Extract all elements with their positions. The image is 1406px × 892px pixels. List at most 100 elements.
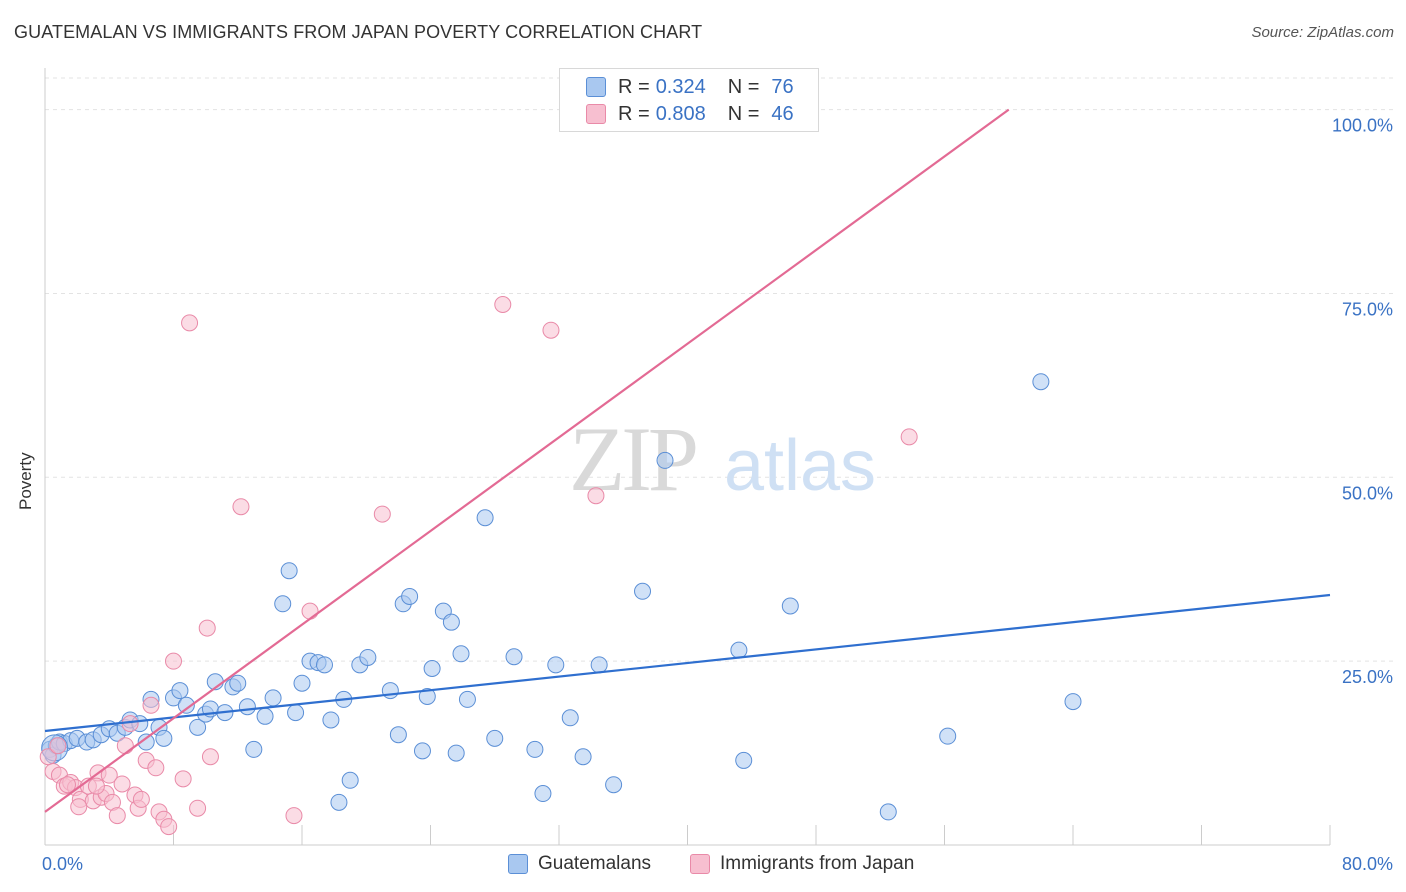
- bottom-legend-label: Immigrants from Japan: [720, 853, 915, 874]
- point-japan-16: [116, 737, 134, 755]
- point-japan-35: [301, 602, 319, 620]
- point-guatemalans-31: [256, 707, 274, 725]
- trend-line-japan: [44, 108, 1010, 813]
- bottom-legend-japan: Immigrants from Japan: [690, 852, 914, 876]
- chart-title: GUATEMALAN VS IMMIGRANTS FROM JAPAN POVE…: [14, 22, 703, 42]
- source-label: Source: ZipAtlas.com: [1251, 24, 1394, 41]
- point-japan-31: [198, 619, 216, 637]
- point-guatemalans-55: [447, 744, 465, 762]
- legend-swatch-blue: [586, 77, 606, 97]
- y-tick-label: 100.0%: [1332, 116, 1393, 136]
- point-japan-12: [100, 766, 118, 784]
- point-guatemalans-73: [879, 803, 897, 821]
- point-guatemalans-76: [1064, 693, 1082, 711]
- point-japan-44: [87, 777, 105, 795]
- legend-row-guatemalans: R = 0.324 N = 76: [586, 75, 794, 99]
- point-japan-23: [147, 759, 165, 777]
- legend-n-label: N =: [727, 75, 760, 98]
- point-guatemalans-60: [505, 648, 523, 666]
- point-guatemalans-32: [264, 689, 282, 707]
- point-guatemalans-44: [359, 648, 377, 666]
- point-japan-39: [587, 487, 605, 505]
- y-tick-label: 25.0%: [1342, 667, 1393, 687]
- y-axis-label: Poverty: [16, 452, 35, 510]
- point-guatemalans-50: [413, 742, 431, 760]
- point-guatemalans-70: [730, 641, 748, 659]
- point-guatemalans-51: [418, 687, 436, 705]
- correlation-legend: R = 0.324 N = 76 R = 0.808 N = 46: [559, 68, 819, 132]
- point-guatemalans-74: [939, 727, 957, 745]
- legend-r-value: 0.808: [655, 102, 706, 125]
- point-japan-38: [542, 321, 560, 339]
- point-guatemalans-68: [634, 582, 652, 600]
- point-japan-14: [108, 807, 126, 825]
- y-tick-label: 50.0%: [1342, 483, 1393, 503]
- bottom-legend-label: Guatemalans: [538, 853, 652, 874]
- legend-swatch-pink: [586, 104, 606, 124]
- point-japan-36: [373, 505, 391, 523]
- point-japan-32: [201, 748, 219, 766]
- point-guatemalans-42: [341, 771, 359, 789]
- legend-r-label: R =: [618, 102, 650, 125]
- point-japan-27: [165, 652, 182, 670]
- point-guatemalans-66: [590, 656, 608, 674]
- point-japan-20: [132, 790, 150, 808]
- point-guatemalans-56: [452, 645, 470, 663]
- point-guatemalans-47: [389, 726, 407, 744]
- point-guatemalans-65: [574, 748, 592, 766]
- point-guatemalans-33: [274, 595, 292, 613]
- point-japan-41: [900, 428, 918, 446]
- point-guatemalans-21: [177, 696, 195, 714]
- point-guatemalans-52: [423, 660, 441, 678]
- point-guatemalans-54: [442, 613, 460, 631]
- point-guatemalans-59: [486, 729, 504, 747]
- legend-n-value: 76: [771, 75, 794, 98]
- legend-r-label: R =: [618, 75, 650, 98]
- point-guatemalans-46: [381, 682, 399, 700]
- grid-lines: [45, 77, 1395, 662]
- legend-n-label: N =: [727, 102, 760, 125]
- point-japan-15: [113, 775, 131, 793]
- point-japan-42: [49, 737, 67, 755]
- legend-n-value: 46: [771, 102, 794, 125]
- point-guatemalans-67: [605, 776, 623, 794]
- point-guatemalans-18: [155, 729, 173, 747]
- point-guatemalans-57: [458, 690, 476, 708]
- point-guatemalans-72: [781, 597, 799, 615]
- point-guatemalans-71: [735, 751, 753, 769]
- y-tick-label: 75.0%: [1342, 299, 1393, 319]
- point-japan-43: [58, 776, 76, 794]
- point-guatemalans-15: [137, 733, 155, 751]
- point-japan-34: [285, 807, 303, 825]
- point-guatemalans-34: [280, 562, 298, 580]
- legend-row-japan: R = 0.808 N = 46: [586, 102, 794, 126]
- watermark-atlas: atlas: [724, 426, 876, 506]
- axes: [44, 68, 1331, 846]
- point-japan-28: [174, 770, 192, 788]
- point-guatemalans-39: [315, 656, 333, 674]
- point-guatemalans-69: [656, 451, 674, 469]
- bottom-legend-swatch-blue: [508, 854, 528, 874]
- series-guatemalans-points: [41, 373, 1082, 821]
- point-japan-22: [142, 696, 160, 714]
- point-guatemalans-20: [171, 682, 189, 700]
- point-guatemalans-35: [287, 704, 305, 722]
- point-guatemalans-75: [1032, 373, 1050, 391]
- point-guatemalans-61: [526, 740, 544, 758]
- point-guatemalans-64: [561, 709, 579, 727]
- point-guatemalans-58: [476, 509, 494, 527]
- point-guatemalans-28: [229, 674, 247, 692]
- point-japan-29: [181, 314, 199, 332]
- tick-labels: 25.0% 50.0% 75.0% 100.0% 0.0% 80.0%: [42, 116, 1393, 874]
- trend-lines: [44, 108, 1331, 813]
- x-tick-label-min: 0.0%: [42, 854, 83, 874]
- point-guatemalans-45: [330, 793, 348, 811]
- point-japan-45: [70, 798, 88, 816]
- point-guatemalans-49: [401, 587, 419, 605]
- point-guatemalans-29: [238, 698, 256, 716]
- point-japan-37: [494, 295, 512, 313]
- point-guatemalans-36: [293, 674, 311, 692]
- point-japan-26: [160, 818, 178, 836]
- legend-r-value: 0.324: [655, 75, 706, 98]
